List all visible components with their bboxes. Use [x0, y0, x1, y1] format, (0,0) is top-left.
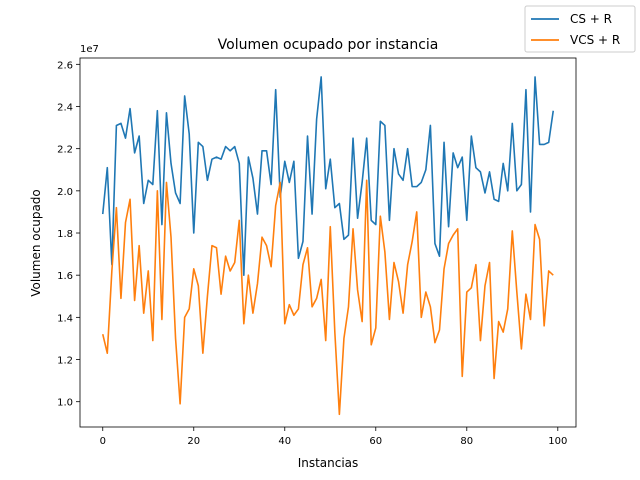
- x-tick-label: 100: [548, 436, 567, 447]
- y-tick-label: 2.2: [57, 145, 73, 156]
- axes-frame: [79, 57, 577, 428]
- x-tick-label: 20: [187, 436, 200, 447]
- legend-label-vcs-r: VCS + R: [570, 33, 620, 47]
- x-tick-label: 40: [278, 436, 291, 447]
- y-tick-label: 2.0: [57, 187, 73, 198]
- legend: CS + R VCS + R: [524, 5, 636, 53]
- y-offset-label: 1e7: [80, 44, 99, 55]
- y-tick-label: 1.0: [57, 398, 73, 409]
- y-tick-label: 1.4: [57, 313, 73, 324]
- series-line-vcs-r: [101, 179, 554, 416]
- x-tick-label: 80: [460, 436, 473, 447]
- x-tick-label: 60: [369, 436, 382, 447]
- series-line-cs-r: [101, 76, 555, 276]
- x-axis-label: Instancias: [298, 456, 359, 470]
- x-tick-label: 0: [100, 436, 106, 447]
- chart-title: Volumen ocupado por instancia: [218, 37, 439, 53]
- y-tick-label: 1.8: [57, 229, 73, 240]
- y-tick-label: 2.4: [57, 102, 73, 113]
- y-axis-label: Volumen ocupado: [29, 189, 43, 297]
- y-tick-label: 1.2: [57, 356, 73, 367]
- legend-label-cs-r: CS + R: [570, 12, 612, 26]
- y-tick-label: 1.6: [57, 271, 73, 282]
- plot-area: 0 20 40 60 80 100 1.0 1.2 1.4 1.6 1.8 2.0 2.2 2.4 2.6: [57, 57, 577, 447]
- y-tick-label: 2.6: [57, 60, 73, 71]
